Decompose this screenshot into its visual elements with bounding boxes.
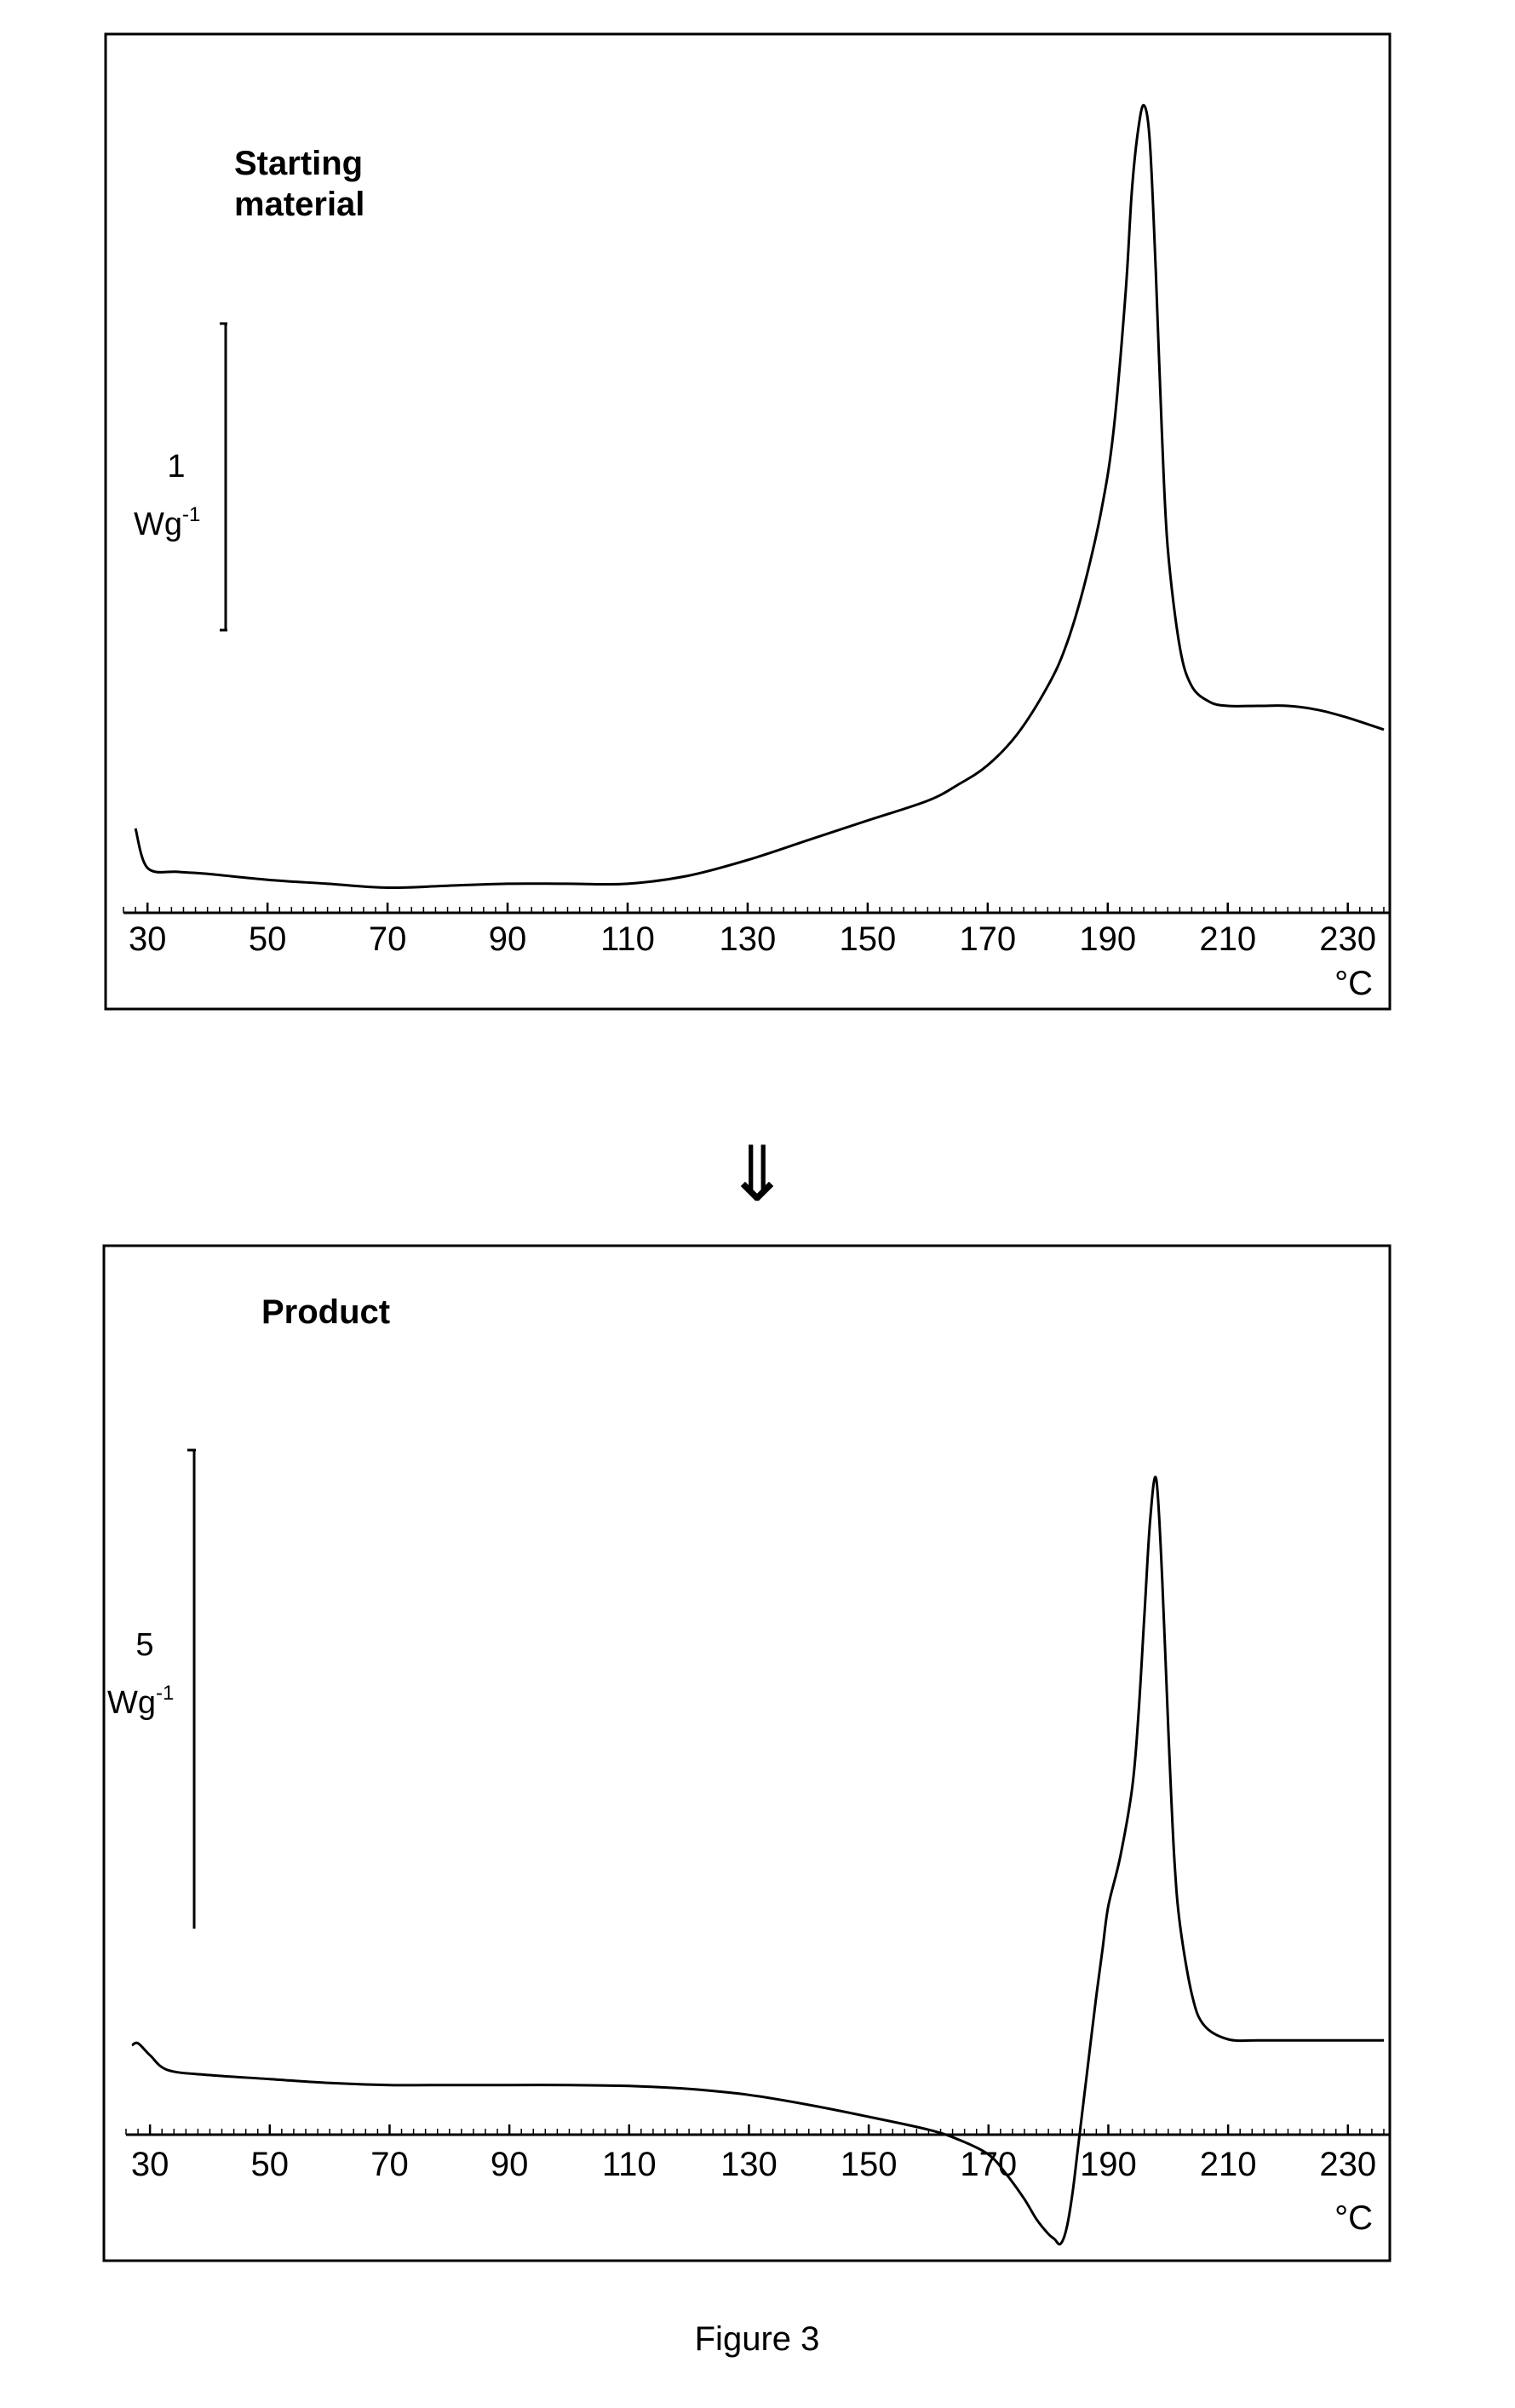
x-tick-label: 110 [600, 920, 655, 958]
x-axis-unit: °C [1334, 2199, 1373, 2237]
scale-bar-unit-base: Wg [107, 1685, 156, 1721]
down-arrow-icon: ⇓ [725, 1132, 789, 1218]
x-axis-tick-labels: 30507090110130150170190210230 [131, 2146, 1376, 2183]
x-tick-label: 90 [489, 920, 527, 958]
x-tick-label: 210 [1199, 920, 1256, 958]
figure-caption: Figure 3 [695, 2320, 820, 2358]
scale-bar-unit-exponent: -1 [156, 1682, 174, 1705]
x-tick-label: 190 [1079, 920, 1136, 958]
x-tick-label: 150 [840, 920, 897, 958]
chart-product: 30507090110130150170190210230 °C Product… [104, 1246, 1390, 2261]
scale-bar-unit-exponent: -1 [182, 503, 200, 526]
scale-bar: 1 Wg-1 [134, 324, 227, 630]
x-tick-label: 230 [1319, 2146, 1376, 2183]
x-tick-label: 110 [602, 2146, 657, 2183]
panel-label-line-2: material [234, 186, 364, 223]
x-tick-label: 190 [1080, 2146, 1137, 2183]
x-tick-label: 50 [249, 920, 287, 958]
panel-label-line-1: Starting [234, 145, 363, 182]
chart-frame [104, 1246, 1390, 2261]
x-axis-ticks [126, 2124, 1384, 2135]
scale-bar-unit: Wg-1 [134, 503, 200, 542]
x-tick-label: 170 [959, 920, 1016, 958]
x-tick-label: 70 [369, 920, 407, 958]
panel-label: Product [261, 1293, 390, 1331]
x-axis-ticks [123, 903, 1384, 913]
x-axis-tick-labels: 30 50 70 90 110 130 150 170 190 210 230 [129, 920, 1376, 958]
x-tick-label: 230 [1319, 920, 1376, 958]
scale-bar-unit: Wg-1 [107, 1682, 174, 1721]
x-tick-label: 30 [131, 2146, 169, 2183]
scale-bar: 5 Wg-1 [107, 1450, 196, 1929]
x-axis-unit: °C [1334, 965, 1373, 1002]
x-tick-label: 30 [129, 920, 167, 958]
x-tick-label: 70 [370, 2146, 409, 2183]
chart-starting-material: 30 50 70 90 110 130 150 170 190 210 230 °C Startin… [106, 34, 1390, 1009]
scale-bar-value: 1 [167, 449, 185, 484]
x-tick-label: 90 [491, 2146, 529, 2183]
dsc-curve [132, 1477, 1384, 2245]
panel-label-line-1: Product [261, 1293, 390, 1331]
scale-bar-value: 5 [135, 1627, 153, 1663]
x-tick-label: 50 [251, 2146, 290, 2183]
x-tick-label: 130 [720, 2146, 778, 2183]
x-tick-label: 130 [720, 920, 777, 958]
panel-label: Starting material [234, 145, 372, 223]
scale-bar-unit-base: Wg [134, 507, 182, 542]
x-tick-label: 210 [1200, 2146, 1257, 2183]
x-tick-label: 150 [841, 2146, 898, 2183]
